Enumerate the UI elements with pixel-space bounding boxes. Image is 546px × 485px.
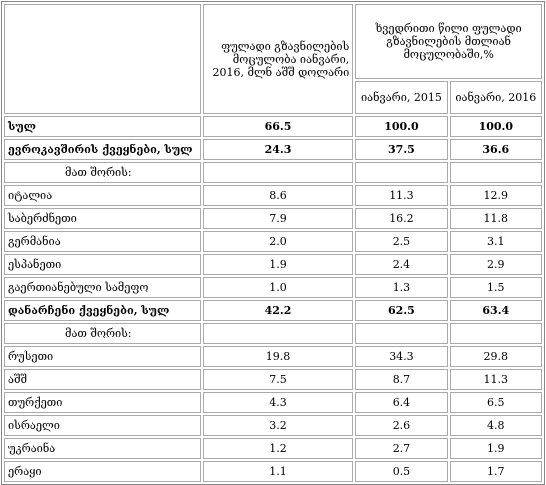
table-row: იტალია 8.6 11.3 12.9 [4,185,542,206]
value-cell: 12.9 [449,185,542,206]
table-row: აშშ 7.5 8.7 11.3 [4,369,542,390]
row-label: სულ [4,116,201,137]
row-label: აშშ [4,369,201,390]
value-cell: 100.0 [355,116,448,137]
row-label: ერაყი [4,461,201,482]
value-cell: 11.8 [449,208,542,229]
value-cell: 4.8 [449,415,542,436]
value-cell: 34.3 [355,346,448,367]
table-row: სულ 66.5 100.0 100.0 [4,116,542,137]
value-cell: 7.9 [202,208,354,229]
value-cell: 4.3 [202,392,354,413]
value-cell: 1.5 [449,277,542,298]
row-label: გერმანია [4,231,201,252]
table-row: ესპანეთი 1.9 2.4 2.9 [4,254,542,275]
empty-cell [202,162,354,183]
row-label: საბერძნეთი [4,208,201,229]
value-cell: 1.9 [202,254,354,275]
value-cell: 11.3 [449,369,542,390]
row-label: ესპანეთი [4,254,201,275]
header-cell: ფულადი გზავნილების მოცულობა იანვარი, 201… [202,4,354,114]
table-row: საბერძნეთი 7.9 16.2 11.8 [4,208,542,229]
value-cell: 2.0 [202,231,354,252]
table-row: უკრაინა 1.2 2.7 1.9 [4,438,542,459]
row-label: დანარჩენი ქვეყნები, სულ [4,300,201,321]
value-cell: 1.3 [355,277,448,298]
table-row: რუსეთი 19.8 34.3 29.8 [4,346,542,367]
table-row: გაერთიანებული სამეფო 1.0 1.3 1.5 [4,277,542,298]
table-row: ევროკავშირის ქვეყნები, სულ 24.3 37.5 36.6 [4,139,542,160]
table-row: თურქეთი 4.3 6.4 6.5 [4,392,542,413]
value-cell: 36.6 [449,139,542,160]
value-cell: 7.5 [202,369,354,390]
value-cell: 3.1 [449,231,542,252]
table-row: ერაყი 1.1 0.5 1.7 [4,461,542,482]
value-cell: 6.4 [355,392,448,413]
row-label: ისრაელი [4,415,201,436]
value-cell: 2.4 [355,254,448,275]
value-cell: 62.5 [355,300,448,321]
value-cell: 2.9 [449,254,542,275]
row-label: ევროკავშირის ქვეყნები, სულ [4,139,201,160]
row-label: მათ შორის: [4,323,201,344]
value-cell: 66.5 [202,116,354,137]
value-cell: 3.2 [202,415,354,436]
value-cell: 63.4 [449,300,542,321]
empty-cell [449,323,542,344]
value-cell: 1.1 [202,461,354,482]
value-cell: 19.8 [202,346,354,367]
header-group: ხვედრითი წილი ფულადი გზავნილების მთლიან … [355,4,542,79]
value-cell: 42.2 [202,300,354,321]
value-cell: 1.2 [202,438,354,459]
value-cell: 100.0 [449,116,542,137]
empty-cell [449,162,542,183]
value-cell: 8.7 [355,369,448,390]
row-label: მათ შორის: [4,162,201,183]
header-row: იანვარი, 2015 იანვარი, 2016 [4,80,542,114]
value-cell: 24.3 [202,139,354,160]
value-cell: 16.2 [355,208,448,229]
value-cell: 2.6 [355,415,448,436]
table-row: მათ შორის: [4,162,542,183]
empty-cell [355,162,448,183]
table-row: დანარჩენი ქვეყნები, სულ 42.2 62.5 63.4 [4,300,542,321]
value-cell: 1.7 [449,461,542,482]
value-cell: 37.5 [355,139,448,160]
table-row: მათ შორის: [4,323,542,344]
row-label: უკრაინა [4,438,201,459]
value-cell: 2.7 [355,438,448,459]
row-label: გაერთიანებული სამეფო [4,277,201,298]
row-label: თურქეთი [4,392,201,413]
value-cell: 0.5 [355,461,448,482]
table-row: გერმანია 2.0 2.5 3.1 [4,231,542,252]
row-label: იტალია [4,185,201,206]
header-cell: იანვარი, 2016 [449,80,542,114]
empty-cell [202,323,354,344]
table-row: ისრაელი 3.2 2.6 4.8 [4,415,542,436]
row-label: რუსეთი [4,346,201,367]
value-cell: 11.3 [355,185,448,206]
value-cell: 2.5 [355,231,448,252]
empty-cell [355,323,448,344]
header-cell: იანვარი, 2015 [355,80,448,114]
value-cell: 1.9 [449,438,542,459]
value-cell: 8.6 [202,185,354,206]
header-corner [4,4,201,114]
value-cell: 29.8 [449,346,542,367]
table-body: სულ 66.5 100.0 100.0 ევროკავშირის ქვეყნები, … [4,116,542,482]
value-cell: 6.5 [449,392,542,413]
header-row: ფულადი გზავნილების მოცულობა იანვარი, 201… [4,4,542,114]
value-cell: 1.0 [202,277,354,298]
